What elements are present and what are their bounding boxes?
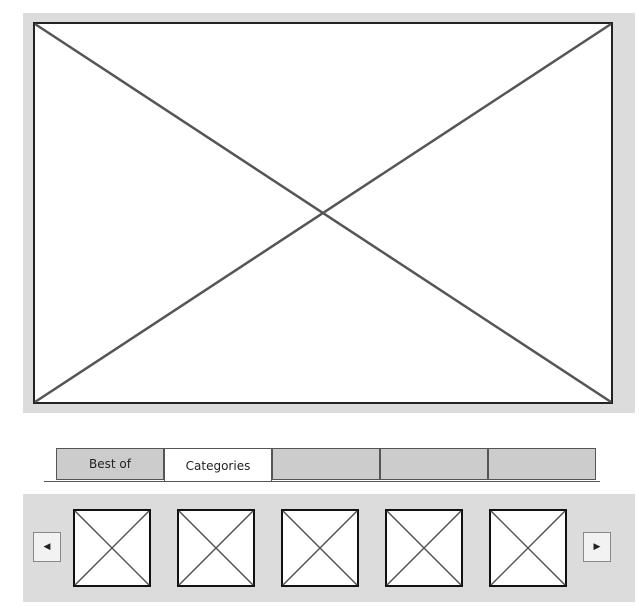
tab-best-of[interactable]: Best of — [56, 448, 164, 480]
carousel-next-button[interactable]: ▶ — [583, 532, 611, 562]
tab-categories[interactable]: Categories — [164, 448, 272, 482]
triangle-left-icon: ◀ — [43, 542, 51, 552]
thumbnail-5[interactable] — [489, 509, 567, 587]
tab-label: Categories — [185, 458, 251, 473]
thumbnail-carousel: ◀ ▶ — [23, 494, 635, 602]
thumbnail-4[interactable] — [385, 509, 463, 587]
thumbnail-3[interactable] — [281, 509, 359, 587]
tab-3[interactable] — [272, 448, 380, 480]
thumbnail-1[interactable] — [73, 509, 151, 587]
hero-image-panel — [23, 13, 635, 413]
tab-label: Best of — [89, 457, 131, 471]
tab-4[interactable] — [380, 448, 488, 480]
tab-5[interactable] — [488, 448, 596, 480]
carousel-prev-button[interactable]: ◀ — [33, 532, 61, 562]
hero-image-placeholder — [33, 22, 613, 404]
tab-bar: Best of Categories — [44, 448, 600, 482]
tab-baseline — [44, 481, 600, 482]
triangle-right-icon: ▶ — [593, 542, 601, 552]
thumbnail-2[interactable] — [177, 509, 255, 587]
